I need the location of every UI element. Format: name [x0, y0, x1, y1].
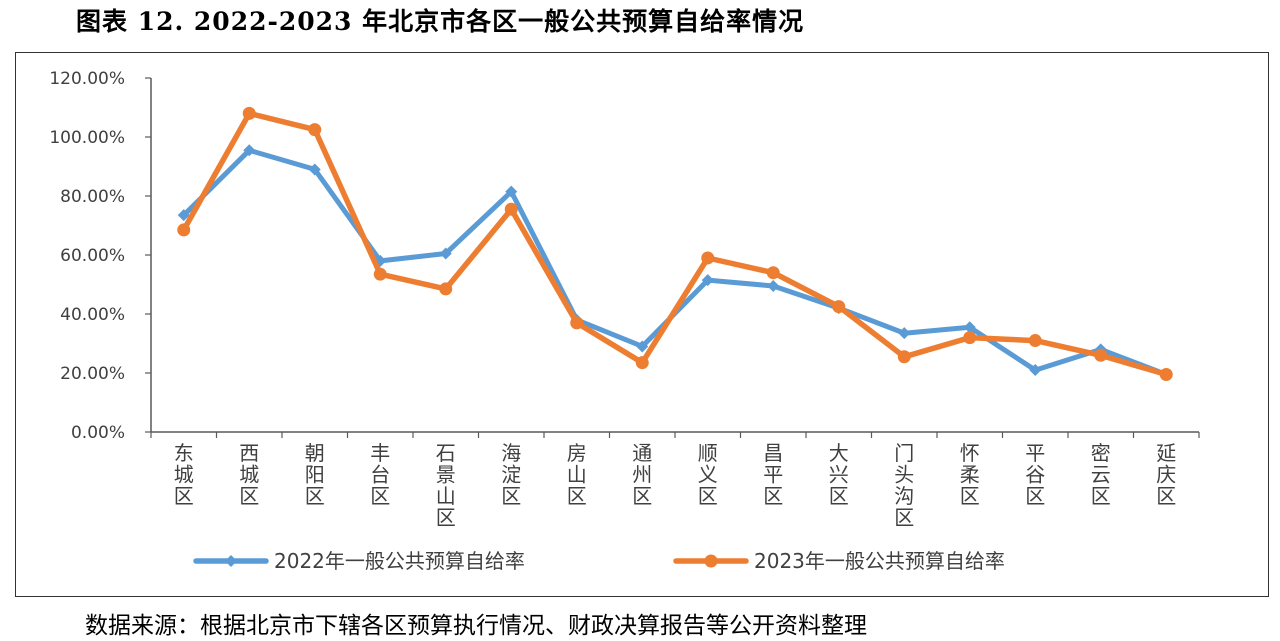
y-tick-label: 80.00% — [60, 187, 125, 207]
series-1-point — [177, 209, 190, 222]
x-tick-label: 大兴区 — [829, 441, 849, 508]
legend-label: 2022年一般公共预算自给率 — [274, 549, 525, 573]
series-2-point — [1028, 334, 1042, 348]
x-tick-label: 平谷区 — [1025, 441, 1045, 508]
y-tick-label: 60.00% — [60, 246, 125, 266]
series-2-point — [504, 202, 518, 216]
x-tick-label: 延庆区 — [1156, 441, 1176, 508]
x-tick-label: 东城区 — [174, 441, 194, 508]
y-tick-label: 120.00% — [49, 69, 125, 89]
y-tick-label: 100.00% — [49, 128, 125, 148]
series-1-point — [701, 274, 714, 287]
line-chart: 0.00% 20.00% 40.00% 60.00% 80.00% 100.00% 120.… — [49, 69, 1200, 573]
x-tick-label: 门头沟区 — [894, 441, 914, 530]
series-1-point — [243, 144, 256, 157]
series-1-point — [767, 279, 780, 292]
x-tick-label: 房山区 — [567, 441, 587, 508]
series-line-2 — [181, 110, 1170, 378]
series-2-point — [766, 266, 780, 280]
series-2-point — [570, 316, 584, 330]
source-note: 数据来源：根据北京市下辖各区预算执行情况、财政决算报告等公开资料整理 — [85, 613, 867, 639]
x-tick-label: 昌平区 — [763, 441, 783, 508]
x-tick-label: 密云区 — [1091, 441, 1111, 508]
series-2-point — [1159, 367, 1173, 381]
y-tick-label: 0.00% — [71, 423, 125, 443]
series-2-point — [373, 267, 387, 281]
series-1-point — [898, 327, 911, 340]
x-tick-label: 通州区 — [632, 441, 652, 508]
series-1-point — [439, 247, 452, 260]
series-1-point — [1029, 364, 1042, 377]
figure-title: 图表 12. 2022-2023 年北京市各区一般公共预算自给率情况 — [76, 7, 805, 36]
x-tick-label: 顺义区 — [698, 441, 718, 508]
legend-swatch-marker — [225, 555, 237, 567]
series-2-point — [832, 300, 846, 314]
chart-frame: 0.00% 20.00% 40.00% 60.00% 80.00% 100.00% 120.… — [15, 52, 1269, 597]
legend-label: 2023年一般公共预算自给率 — [754, 549, 1005, 573]
series-1-point — [308, 163, 321, 176]
series-2-point — [308, 123, 322, 137]
series-2-point — [439, 282, 453, 296]
series-2-point — [635, 356, 649, 370]
series-2-point — [242, 106, 256, 120]
legend-swatch-marker — [704, 554, 718, 568]
series-1-point — [963, 321, 976, 334]
y-tick-label: 20.00% — [60, 364, 125, 384]
series-1-point — [505, 185, 518, 198]
series-2-point — [1094, 348, 1108, 362]
x-tick-label: 丰台区 — [370, 441, 390, 508]
series-2-point — [701, 251, 715, 265]
series-2-point — [897, 350, 911, 364]
x-tick-label: 石景山区 — [436, 441, 456, 530]
series-2-point — [963, 331, 977, 345]
x-tick-label: 海淀区 — [501, 441, 521, 508]
x-tick-label: 怀柔区 — [960, 441, 980, 508]
series-2-point — [177, 223, 191, 237]
x-tick-label: 西城区 — [239, 441, 259, 508]
x-tick-label: 朝阳区 — [305, 441, 325, 508]
series-1-point — [636, 340, 649, 353]
y-tick-label: 40.00% — [60, 305, 125, 325]
